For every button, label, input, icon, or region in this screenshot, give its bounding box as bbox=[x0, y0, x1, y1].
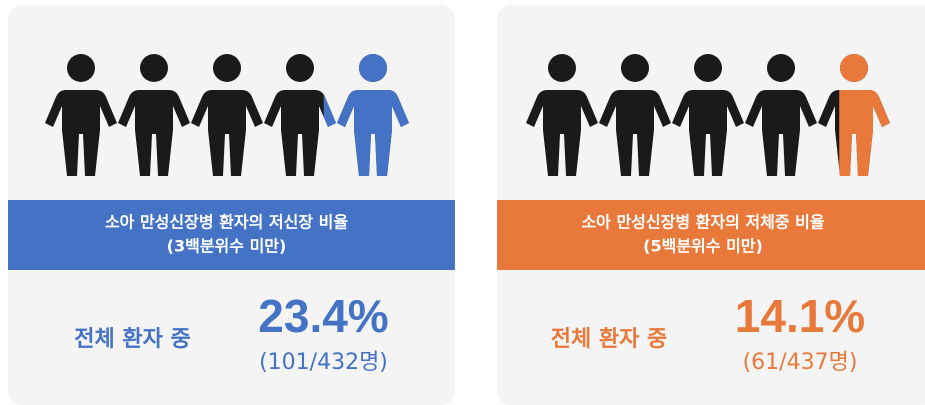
note: (101/432명) bbox=[259, 350, 388, 375]
person-icon bbox=[672, 54, 744, 176]
person-icon bbox=[118, 54, 190, 176]
banner-title: 소아 만성신장병 환자의 저신장 비율 bbox=[105, 213, 348, 232]
panel: 소아 만성신장병 환자의 저체중 비율 (5백분위수 미만) 전체 환자 중 14.1… bbox=[497, 5, 925, 405]
value-label: 14.1% bbox=[735, 290, 865, 342]
person-icon bbox=[526, 54, 598, 176]
banner-subtitle: (3백분위수 미만) bbox=[167, 237, 287, 256]
note: (61/437명) bbox=[743, 350, 858, 375]
value-label: 23.4% bbox=[258, 290, 388, 342]
banner bbox=[497, 200, 925, 270]
label: 전체 환자 중 bbox=[74, 327, 191, 352]
filled-icon-part bbox=[839, 54, 890, 176]
filled-icon-part bbox=[337, 54, 409, 176]
person-icon bbox=[191, 54, 263, 176]
person-icon bbox=[264, 54, 336, 176]
banner-title: 소아 만성신장병 환자의 저체중 비율 bbox=[581, 213, 824, 232]
person-icon bbox=[599, 54, 671, 176]
banner-subtitle: (5백분위수 미만) bbox=[643, 237, 763, 256]
person-icon bbox=[745, 54, 817, 176]
panel: 소아 만성신장병 환자의 저신장 비율 (3백분위수 미만) 전체 환자 중 23.4… bbox=[8, 5, 455, 405]
filled-icon-part bbox=[323, 94, 336, 127]
banner bbox=[8, 200, 455, 270]
person-icon bbox=[45, 54, 117, 176]
label: 전체 환자 중 bbox=[551, 327, 668, 352]
